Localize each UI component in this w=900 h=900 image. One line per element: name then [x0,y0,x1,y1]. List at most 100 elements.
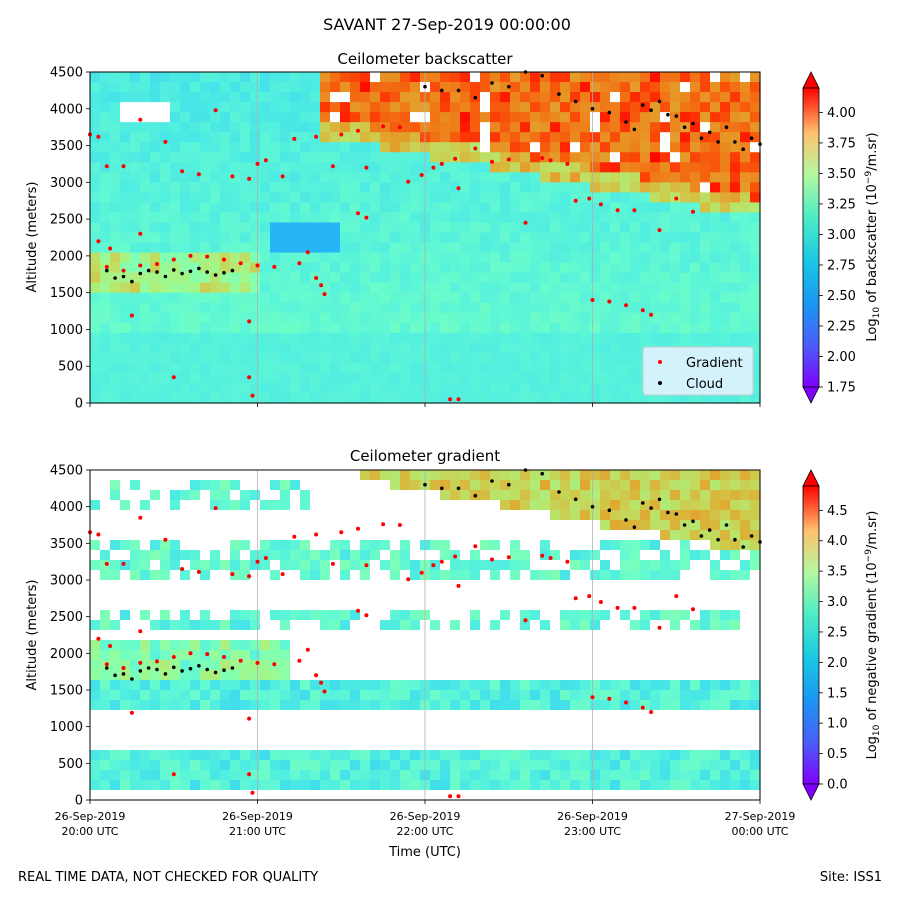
heatmap-cell [180,610,191,621]
heatmap-cell [560,540,571,551]
heatmap-cell [730,112,741,123]
heatmap-cell [90,232,101,244]
heatmap-cell [540,252,551,264]
heatmap-cell [100,272,111,284]
heatmap-cell [710,192,721,203]
heatmap-cell [150,580,161,591]
heatmap-cell [400,540,411,551]
heatmap-cell [250,262,261,274]
heatmap-cell [220,122,231,133]
heatmap-cell [660,560,671,571]
heatmap-cell [190,252,201,264]
heatmap-cell [310,262,321,274]
colorbar-tick-label: 2.00 [827,350,856,365]
heatmap-cell [740,510,751,521]
heatmap-cell [210,710,221,721]
heatmap-cell [660,202,671,214]
heatmap-cell [140,700,151,711]
heatmap-cell [680,590,691,601]
heatmap-cell [490,510,501,521]
gradient-point [205,652,210,657]
heatmap-cell [500,162,511,173]
heatmap-cell [370,730,381,741]
heatmap-cell [220,102,231,113]
heatmap-cell [410,690,421,701]
heatmap-cell [310,550,321,561]
heatmap-cell [600,152,611,163]
heatmap-cell [660,332,671,344]
heatmap-cell [410,352,421,364]
heatmap-cell [640,232,651,244]
gradient-point [448,397,453,402]
heatmap-cell [640,520,651,531]
heatmap-cell [570,252,581,264]
gradient-point [250,393,255,398]
heatmap-cell [710,600,721,611]
heatmap-cell [510,690,521,701]
heatmap-cell [390,82,401,93]
heatmap-cell [280,750,291,761]
heatmap-cell [700,102,711,113]
heatmap-cell [230,550,241,561]
heatmap-cell [440,72,451,83]
heatmap-cell [580,392,591,404]
heatmap-cell [350,152,361,163]
heatmap-cell [650,162,661,173]
heatmap-cell [250,192,261,203]
heatmap-cell [620,520,631,531]
heatmap-cell [520,630,531,641]
heatmap-cell [360,282,371,294]
gradient-point [632,605,637,610]
heatmap-cell [340,382,351,394]
heatmap-cell [650,500,661,511]
heatmap-cell [300,790,311,801]
heatmap-cell [160,780,171,791]
heatmap-cell [410,302,421,314]
heatmap-cell [160,82,171,93]
heatmap-cell [700,580,711,591]
heatmap-cell [240,720,251,731]
heatmap-cell [680,222,691,234]
heatmap-cell [670,202,681,214]
heatmap-cell [170,730,181,741]
heatmap-cell [150,560,161,571]
heatmap-cell [230,372,241,384]
heatmap-cell [140,550,151,561]
heatmap-cell [130,580,141,591]
heatmap-cell [400,720,411,731]
heatmap-cell [750,382,761,394]
heatmap-cell [100,182,111,193]
cloud-point [172,268,176,272]
heatmap-cell [690,500,701,511]
heatmap-cell [350,302,361,314]
heatmap-cell [110,690,121,701]
heatmap-cell [540,362,551,374]
heatmap-cell [100,242,111,254]
heatmap-cell [160,550,171,561]
heatmap-cell [580,760,591,771]
heatmap-cell [650,670,661,681]
gradient-point [587,594,592,599]
heatmap-cell [100,312,111,324]
heatmap-cell [540,590,551,601]
heatmap-cell [430,342,441,354]
heatmap-cell [170,780,181,791]
heatmap-cell [690,680,701,691]
heatmap-cell [370,302,381,314]
heatmap-cell [610,72,621,83]
heatmap-cell [130,122,141,133]
heatmap-cell [180,272,191,284]
heatmap-cell [130,590,141,601]
heatmap-cell [290,322,301,334]
heatmap-cell [350,372,361,384]
heatmap-cell [640,690,651,701]
heatmap-cell [700,790,711,801]
heatmap-cell [430,650,441,661]
heatmap-cell [330,272,341,284]
heatmap-cell [130,710,141,721]
heatmap-cell [750,610,761,621]
heatmap-cell [90,760,101,771]
heatmap-cell [680,282,691,294]
heatmap-cell [470,530,481,541]
heatmap-cell [260,122,271,133]
